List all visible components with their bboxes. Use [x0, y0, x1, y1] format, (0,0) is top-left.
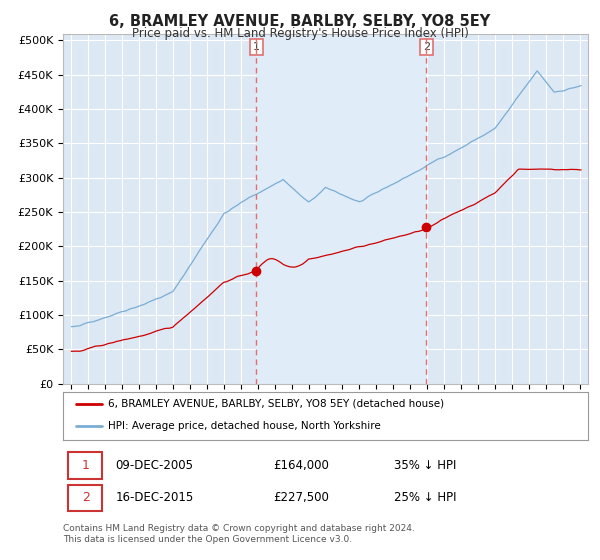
- Text: £164,000: £164,000: [273, 459, 329, 472]
- Text: HPI: Average price, detached house, North Yorkshire: HPI: Average price, detached house, Nort…: [107, 421, 380, 431]
- Text: 6, BRAMLEY AVENUE, BARLBY, SELBY, YO8 5EY (detached house): 6, BRAMLEY AVENUE, BARLBY, SELBY, YO8 5E…: [107, 399, 444, 409]
- Text: 2: 2: [82, 491, 89, 504]
- Text: 09-DEC-2005: 09-DEC-2005: [115, 459, 193, 472]
- Text: 6, BRAMLEY AVENUE, BARLBY, SELBY, YO8 5EY: 6, BRAMLEY AVENUE, BARLBY, SELBY, YO8 5E…: [109, 14, 491, 29]
- Text: 16-DEC-2015: 16-DEC-2015: [115, 491, 194, 504]
- Text: 2: 2: [423, 42, 430, 52]
- Text: 1: 1: [253, 42, 260, 52]
- Text: Price paid vs. HM Land Registry's House Price Index (HPI): Price paid vs. HM Land Registry's House …: [131, 27, 469, 40]
- Text: Contains HM Land Registry data © Crown copyright and database right 2024.
This d: Contains HM Land Registry data © Crown c…: [63, 524, 415, 544]
- FancyBboxPatch shape: [68, 452, 103, 479]
- FancyBboxPatch shape: [68, 484, 103, 511]
- Text: 35% ↓ HPI: 35% ↓ HPI: [394, 459, 456, 472]
- Text: 25% ↓ HPI: 25% ↓ HPI: [394, 491, 456, 504]
- Text: £227,500: £227,500: [273, 491, 329, 504]
- Text: 1: 1: [82, 459, 89, 472]
- Bar: [256, 34, 427, 384]
